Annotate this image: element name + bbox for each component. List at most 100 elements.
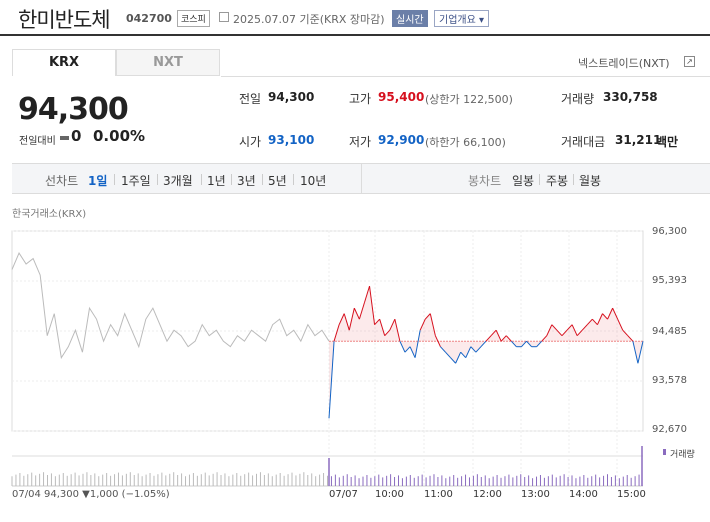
series-segment	[353, 307, 360, 320]
series-segment	[581, 324, 588, 331]
volume-value: 330,758	[603, 90, 658, 104]
amount-value: 31,211	[615, 133, 662, 147]
x-tick: 14:00	[569, 489, 598, 500]
candle-weekly[interactable]: 주봉	[546, 174, 569, 188]
x-tick: 13:00	[521, 489, 550, 500]
series-segment	[333, 324, 340, 342]
y-tick: 96,300	[652, 226, 687, 237]
series-segment	[612, 307, 619, 320]
date-text: 2025.07.07 기준(KRX 장마감)	[233, 13, 385, 26]
series-segment	[328, 341, 335, 419]
series-segment	[450, 357, 456, 364]
candle-daily[interactable]: 일봉	[512, 174, 535, 188]
series-segment	[394, 319, 401, 342]
line-chart-label: 선차트	[45, 174, 79, 188]
amount-label: 거래대금	[561, 135, 606, 149]
series-segment	[475, 346, 482, 353]
tab-krx[interactable]: KRX	[12, 49, 116, 76]
period-bar: 선차트 1일 1주일 3개월 1년 3년 5년 10년 봉차트 일봉 주봉 월봉	[12, 163, 710, 194]
series-segment	[551, 324, 558, 331]
series-segment	[419, 318, 426, 331]
series-area	[329, 286, 643, 419]
series-segment	[591, 318, 598, 326]
series-segment	[561, 329, 568, 337]
series-segment	[617, 318, 624, 331]
series-segment	[399, 340, 406, 353]
series-segment	[440, 346, 446, 353]
company-overview-button[interactable]: 기업개요 ▾	[434, 10, 489, 27]
stock-name: 한미반도체	[18, 8, 111, 32]
tab-nxt[interactable]: NXT	[116, 49, 220, 76]
series-segment	[602, 313, 608, 320]
x-tick: 15:00	[617, 489, 646, 500]
series-segment	[374, 318, 381, 326]
series-segment	[455, 352, 462, 364]
period-divider	[361, 164, 362, 193]
series-segment	[348, 308, 355, 331]
series-segment	[596, 313, 603, 325]
series-segment	[521, 340, 527, 348]
prev-value: 94,300	[268, 90, 315, 104]
series-segment	[465, 346, 472, 358]
series-segment	[536, 340, 543, 348]
separator	[231, 174, 232, 185]
series-segment	[404, 346, 411, 353]
period-3y[interactable]: 3년	[237, 174, 256, 188]
separator	[573, 174, 574, 185]
series-segment	[505, 335, 512, 342]
market-badge: 코스피	[177, 10, 210, 27]
x-tick: 10:00	[375, 489, 404, 500]
external-link-icon[interactable]: ↗	[684, 56, 695, 67]
candle-monthly[interactable]: 월봉	[579, 174, 602, 188]
low-value: 92,900	[378, 133, 425, 147]
high-value: 95,400	[378, 90, 425, 104]
period-1d[interactable]: 1일	[88, 174, 108, 188]
prev-day-summary: 07/04 94,300 ▼1,000 (−1.05%)	[12, 489, 170, 500]
series-segment	[566, 324, 573, 331]
series-segment	[384, 329, 391, 337]
prev-label: 전일	[239, 92, 262, 106]
series-segment	[363, 285, 370, 303]
diff-value: 0	[71, 127, 82, 145]
period-1y[interactable]: 1년	[207, 174, 226, 188]
series-segment	[343, 313, 350, 331]
series-segment	[369, 286, 376, 325]
candle-chart-label: 봉차트	[468, 174, 502, 188]
separator	[114, 174, 115, 185]
x-tick: 07/07	[329, 489, 358, 500]
nxt-link[interactable]: 넥스트레이드(NXT)	[578, 57, 670, 70]
series-segment	[500, 335, 507, 342]
x-tick: 12:00	[473, 489, 502, 500]
series-segment	[637, 341, 644, 364]
period-10y[interactable]: 10년	[300, 174, 327, 188]
series-segment	[424, 313, 431, 320]
price-chart[interactable]	[0, 220, 710, 490]
low-label: 저가	[349, 135, 372, 149]
series-segment	[409, 346, 416, 358]
header: 한미반도체 042700 코스피 2025.07.07 기준(KRX 장마감) …	[0, 0, 710, 36]
diff-label: 전일대비	[19, 136, 56, 147]
volume-label: 거래량	[561, 92, 595, 106]
current-price: 94,300	[18, 92, 129, 127]
series-segment	[495, 329, 502, 342]
series-segment	[607, 307, 614, 320]
period-1w[interactable]: 1주일	[121, 174, 151, 188]
series-segment	[485, 335, 492, 342]
lower-limit: (하한가 66,100)	[425, 136, 506, 149]
series-segment	[541, 335, 548, 342]
series-segment	[414, 330, 421, 358]
period-5y[interactable]: 5년	[268, 174, 287, 188]
series-segment	[379, 319, 386, 336]
series-segment	[480, 340, 487, 348]
y-tick: 93,578	[652, 375, 687, 386]
flat-mark-icon	[60, 136, 69, 140]
open-label: 시가	[239, 135, 262, 149]
y-tick: 95,393	[652, 275, 687, 286]
series-segment	[338, 313, 345, 325]
tab-divider	[221, 76, 710, 77]
series-segment	[576, 329, 583, 337]
period-3m[interactable]: 3개월	[163, 174, 193, 188]
series-segment	[510, 340, 517, 348]
realtime-badge: 실시간	[392, 10, 428, 27]
separator	[157, 174, 158, 185]
